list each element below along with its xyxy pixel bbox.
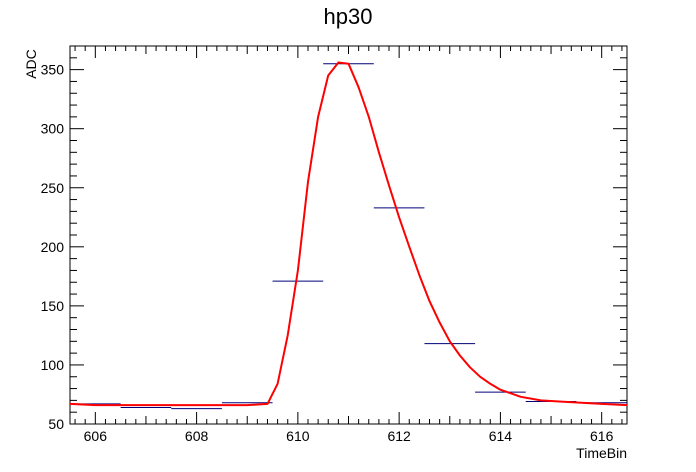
y-tick-label: 100 [41,357,65,373]
y-tick-label: 150 [41,298,65,314]
y-tick-label: 200 [41,239,65,255]
x-axis: 606 608 610 612 614 616 [74,46,623,444]
x-tick-label: 610 [286,428,310,444]
histogram-bins [70,63,627,410]
plot-frame [69,45,628,425]
y-axis: 50 100 150 200 250 300 350 [41,45,627,432]
chart-title: hp30 [324,4,373,29]
y-tick-label: 50 [48,416,64,432]
y-tick-label: 350 [41,62,65,78]
fit-line [69,61,628,407]
y-axis-label: ADC [23,49,39,79]
y-tick-label: 300 [41,121,65,137]
x-tick-label: 606 [84,428,108,444]
x-tick-label: 616 [590,428,614,444]
x-tick-label: 614 [489,428,513,444]
fit-curve [69,61,628,407]
y-tick-label: 250 [41,180,65,196]
plot-border [69,45,628,425]
x-tick-label: 608 [185,428,209,444]
x-tick-label: 612 [387,428,411,444]
x-axis-label: TimeBin [576,445,627,461]
